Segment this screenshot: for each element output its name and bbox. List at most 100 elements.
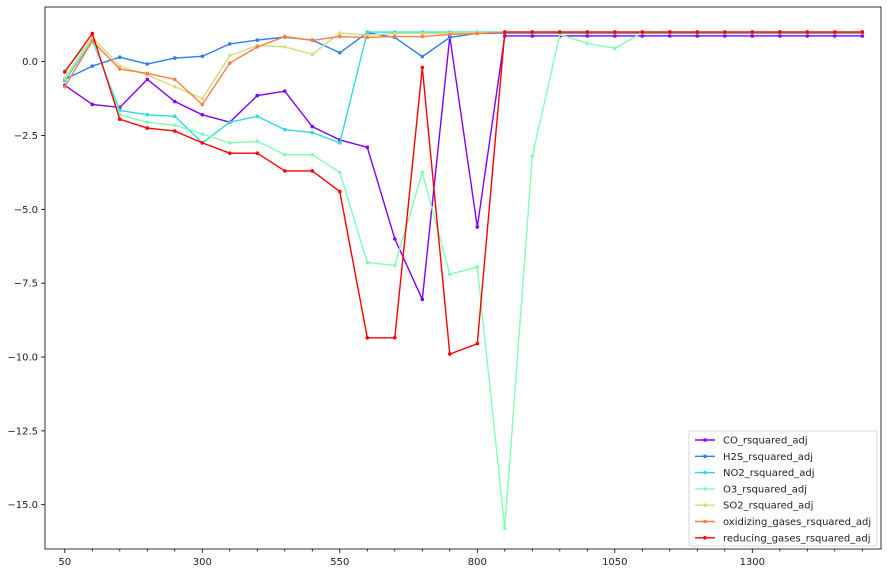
data-point — [530, 154, 535, 158]
data-point — [228, 151, 232, 156]
data-point — [310, 38, 315, 43]
data-point — [585, 30, 590, 34]
data-point — [173, 114, 177, 119]
data-point — [613, 34, 617, 38]
data-point — [255, 114, 260, 119]
data-point — [145, 113, 150, 117]
data-point — [200, 113, 205, 117]
data-point — [668, 34, 672, 38]
y-tick-label: −15.0 — [7, 500, 38, 511]
data-point — [173, 84, 177, 89]
data-point — [448, 35, 452, 40]
series-line — [64, 31, 863, 355]
data-point — [255, 38, 260, 42]
data-point — [420, 297, 425, 302]
data-point — [503, 526, 507, 531]
data-point — [200, 96, 205, 101]
data-point — [475, 265, 480, 269]
data-point — [750, 30, 755, 34]
data-point — [420, 65, 425, 70]
data-point — [448, 352, 452, 356]
data-point — [310, 130, 315, 135]
legend-label: O3_rsquared_adj — [723, 484, 807, 495]
data-point — [173, 123, 177, 127]
axes-frame — [44, 6, 882, 550]
data-point — [63, 84, 67, 89]
data-point — [255, 139, 260, 144]
data-point — [255, 45, 260, 49]
legend-item: SO2_rsquared_adj — [695, 501, 813, 512]
data-point — [338, 189, 342, 194]
data-point — [393, 31, 397, 36]
data-point — [283, 89, 287, 93]
data-point — [228, 53, 232, 58]
data-point — [310, 169, 315, 173]
legend-swatch-marker — [703, 438, 707, 442]
data-point — [365, 260, 370, 265]
x-tick-label: 1300 — [740, 557, 765, 568]
y-tick-label: −12.5 — [7, 426, 38, 437]
legend-swatch-marker — [703, 487, 707, 491]
data-point — [420, 31, 425, 36]
data-point — [283, 45, 287, 49]
y-axis: 0.0 −2.5 −5.0 −7.5 −10.0 −12.5 −15.0 — [7, 57, 45, 511]
data-point — [778, 34, 782, 38]
legend-label: NO2_rsquared_adj — [723, 468, 815, 479]
data-point — [200, 132, 205, 136]
x-tick-label: 50 — [58, 557, 71, 568]
data-point — [530, 30, 535, 34]
legend-label: oxidizing_gases_rsquared_adj — [723, 517, 871, 528]
data-point — [613, 30, 617, 34]
data-point — [860, 34, 865, 38]
data-point — [613, 46, 617, 51]
x-tick-label: 800 — [468, 557, 487, 568]
data-point — [530, 34, 535, 38]
data-point — [475, 31, 480, 36]
data-point — [90, 31, 95, 36]
data-point — [63, 70, 67, 74]
series-SO2-rsquared-adj — [63, 30, 865, 101]
legend-label: reducing_gases_rsquared_adj — [723, 533, 871, 544]
data-point — [228, 141, 232, 145]
data-point — [310, 152, 315, 157]
legend-swatch-marker — [703, 454, 707, 459]
legend-item: O3_rsquared_adj — [695, 484, 807, 495]
data-point — [118, 117, 122, 122]
data-point — [668, 30, 672, 34]
data-point — [475, 225, 480, 229]
legend-item: reducing_gases_rsquared_adj — [695, 533, 871, 544]
data-point — [310, 52, 315, 57]
legend-swatch-marker — [703, 470, 707, 475]
data-point — [338, 170, 342, 175]
data-point — [365, 35, 370, 40]
data-point — [420, 54, 425, 59]
data-point — [283, 152, 287, 157]
data-point — [118, 55, 122, 60]
x-tick-label: 550 — [330, 557, 349, 568]
data-point — [833, 30, 837, 34]
data-point — [200, 141, 205, 145]
legend-swatch-marker — [703, 536, 707, 540]
data-point — [805, 34, 810, 38]
data-point — [475, 341, 480, 346]
data-point — [723, 30, 727, 34]
legend-label: H2S_rsquared_adj — [723, 452, 813, 463]
data-point — [173, 129, 177, 133]
data-point — [283, 127, 287, 132]
data-point — [90, 102, 95, 107]
data-point — [90, 64, 95, 68]
data-point — [310, 124, 315, 129]
data-point — [145, 120, 150, 124]
data-point — [63, 76, 67, 80]
data-point — [393, 336, 397, 340]
legend-item: oxidizing_gases_rsquared_adj — [695, 517, 871, 528]
data-point — [255, 93, 260, 98]
data-point — [338, 31, 342, 35]
legend-item: CO_rsquared_adj — [695, 436, 808, 447]
series-CO-rsquared-adj — [63, 34, 865, 302]
series-line — [64, 31, 863, 106]
data-point — [365, 30, 370, 34]
data-point — [585, 34, 590, 38]
data-point — [145, 126, 150, 130]
